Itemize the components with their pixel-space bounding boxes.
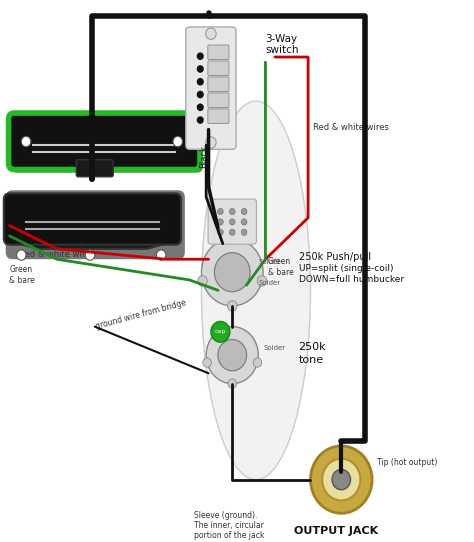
Circle shape [229,209,235,215]
Circle shape [203,358,211,367]
FancyBboxPatch shape [208,61,229,75]
Circle shape [322,459,360,500]
Circle shape [201,238,263,306]
Circle shape [206,28,216,40]
Text: DOWN=full humbucker: DOWN=full humbucker [299,275,404,285]
Circle shape [332,469,350,489]
Circle shape [257,276,267,286]
Circle shape [197,66,203,72]
Text: Red & white wires: Red & white wires [313,122,389,132]
Text: 3-Way
switch: 3-Way switch [265,34,299,55]
Text: 250k: 250k [299,343,326,352]
Circle shape [156,250,166,260]
FancyBboxPatch shape [208,77,229,92]
FancyBboxPatch shape [208,93,229,107]
Text: cap: cap [215,330,226,334]
FancyBboxPatch shape [4,193,181,245]
FancyBboxPatch shape [208,109,229,124]
Text: Black: Black [199,145,208,168]
Circle shape [206,327,258,384]
FancyBboxPatch shape [6,190,185,259]
Circle shape [241,229,247,235]
Circle shape [241,209,247,215]
Circle shape [229,219,235,225]
FancyBboxPatch shape [208,199,256,244]
Circle shape [17,250,26,260]
FancyBboxPatch shape [11,116,203,173]
Circle shape [198,276,207,286]
Circle shape [197,117,203,123]
FancyBboxPatch shape [186,27,236,149]
Circle shape [85,250,95,260]
FancyBboxPatch shape [9,113,200,170]
Text: Sleeve (ground).
The inner, circular
portion of the jack: Sleeve (ground). The inner, circular por… [194,511,264,540]
FancyBboxPatch shape [208,45,229,60]
Text: OUTPUT JACK: OUTPUT JACK [294,526,379,536]
Text: Solder: Solder [258,260,281,266]
Circle shape [228,379,237,388]
Circle shape [218,219,223,225]
Text: Green
& bare: Green & bare [268,257,293,277]
Text: Solder: Solder [258,280,281,286]
Circle shape [218,209,223,215]
Circle shape [241,219,247,225]
Text: 250k Push/pull: 250k Push/pull [299,251,371,262]
Circle shape [21,137,31,147]
Circle shape [197,79,203,85]
Circle shape [253,358,262,367]
Text: tone: tone [299,356,324,365]
Circle shape [197,104,203,111]
Ellipse shape [201,101,310,480]
FancyBboxPatch shape [76,160,113,177]
Text: Green
& bare: Green & bare [9,265,35,285]
Circle shape [218,229,223,235]
Circle shape [197,53,203,59]
Text: UP=split (single-coil): UP=split (single-coil) [299,263,393,273]
Text: Red & white wires: Red & white wires [19,250,95,259]
Circle shape [218,339,246,371]
Circle shape [310,446,372,513]
Polygon shape [9,195,175,249]
Circle shape [206,137,216,149]
Circle shape [173,137,182,147]
Circle shape [211,321,230,342]
Circle shape [229,229,235,235]
Circle shape [214,253,250,292]
Text: ground wire from bridge: ground wire from bridge [95,299,187,331]
Text: Tip (hot output): Tip (hot output) [377,458,437,467]
Text: Solder: Solder [263,345,285,351]
Circle shape [197,92,203,98]
Circle shape [228,301,237,311]
